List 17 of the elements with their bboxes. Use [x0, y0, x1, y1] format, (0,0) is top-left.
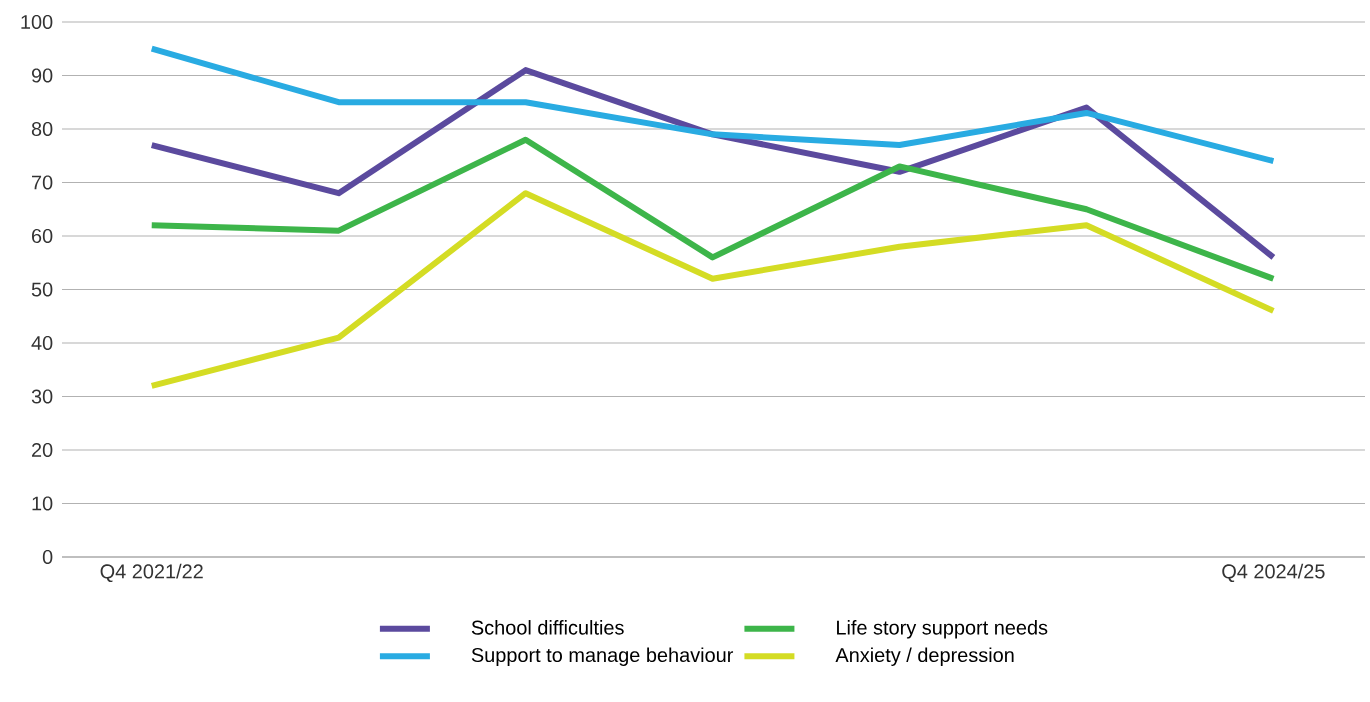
x-tick-label: Q4 2024/25 — [1222, 563, 1325, 583]
y-tick-label: 40 — [31, 335, 53, 351]
y-tick-label: 80 — [31, 121, 53, 137]
y-tick-label: 100 — [21, 14, 53, 30]
legend-label: Anxiety / depression — [835, 647, 1014, 667]
y-tick-label: 0 — [42, 549, 53, 565]
legend-label: Life story support needs — [837, 620, 1048, 639]
y-tick-label: 20 — [32, 442, 53, 458]
legend-label: School difficulties — [471, 620, 624, 635]
y-tick-label: 50 — [31, 282, 53, 297]
legend-label: Support to manage behaviour — [471, 647, 734, 667]
y-tick-label: 60 — [32, 228, 53, 244]
y-tick-label: 90 — [31, 68, 53, 83]
x-tick-label: Q4 2021/22 — [100, 563, 203, 583]
y-tick-label: 70 — [32, 175, 53, 190]
y-tick-label: 30 — [31, 389, 53, 404]
y-tick-label: 10 — [32, 496, 53, 511]
